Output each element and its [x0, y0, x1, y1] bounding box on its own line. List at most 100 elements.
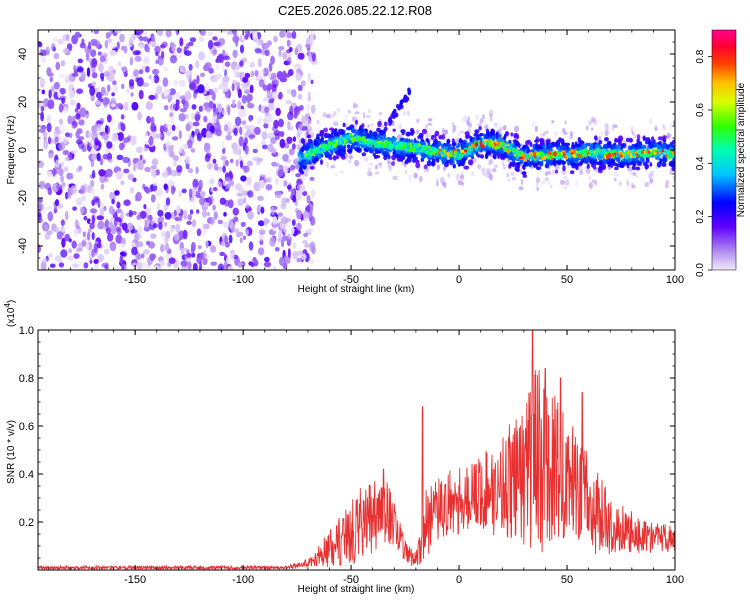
spectrogram-cell — [368, 162, 374, 167]
spectrogram-cell — [347, 144, 350, 149]
spectrogram-cell — [64, 74, 70, 84]
spectrogram-cell — [587, 163, 590, 169]
spectrogram-cell — [393, 108, 397, 114]
spectrogram-cell — [64, 233, 71, 242]
spectrogram-cell — [286, 236, 293, 243]
spectrogram-cell — [475, 136, 481, 141]
spectrogram-cell — [186, 220, 192, 225]
spectrogram-cell — [296, 222, 302, 231]
spectrogram-cell — [178, 80, 186, 87]
spectrogram-cell — [174, 233, 180, 241]
spectrogram-cell — [114, 211, 118, 217]
spectrogram-cell — [335, 151, 341, 156]
x-tick-label: 50 — [561, 574, 573, 586]
spectrogram-cell — [418, 132, 424, 138]
spectrogram-cell — [233, 228, 240, 234]
spectrogram-cell — [250, 70, 255, 78]
spectrogram-cell — [213, 87, 218, 93]
spectrogram-cell — [231, 251, 235, 258]
spectrogram-cell — [405, 169, 408, 175]
spectrogram-cell — [610, 162, 614, 168]
spectrogram-cell — [533, 154, 537, 159]
spectrogram-cell — [630, 150, 635, 154]
spectrogram-cell — [581, 158, 585, 163]
spectrogram-cell — [529, 141, 533, 148]
spectrogram-cell — [120, 210, 124, 220]
spectrogram-cell — [212, 36, 218, 41]
spectrogram-cell — [309, 143, 314, 147]
spectrogram-cell — [555, 142, 561, 147]
spectrogram-cell — [297, 183, 302, 191]
spectrogram-cell — [602, 149, 606, 154]
spectrogram-cell — [181, 188, 187, 194]
spectrogram-cell — [365, 115, 371, 119]
spectrogram-cell — [150, 116, 155, 126]
spectrogram-cell — [91, 169, 96, 179]
spectrogram-cell — [488, 160, 493, 166]
spectrogram-cell — [136, 77, 144, 87]
spectrogram-cell — [155, 133, 163, 139]
spectrogram-cell — [497, 133, 502, 139]
spectrogram-cell — [465, 133, 469, 140]
spectrogram-cell — [80, 71, 86, 80]
spectrogram-cell — [179, 37, 184, 47]
spectrogram-cell — [204, 154, 211, 162]
spectrogram-cell — [336, 107, 341, 113]
spectrogram-cell — [47, 170, 53, 178]
spectrogram-cell — [395, 103, 400, 109]
spectrogram-cell — [387, 163, 392, 169]
spectrogram-cell — [187, 230, 192, 235]
spectrogram-cell — [245, 229, 249, 236]
spectrogram-cell — [225, 134, 232, 141]
spectrogram-cell — [309, 241, 316, 251]
spectrogram-cell — [403, 111, 406, 116]
spectrogram-cell — [120, 251, 125, 256]
spectrogram-cell — [443, 142, 447, 147]
spectrogram-cell — [206, 162, 213, 170]
spectrogram-cell — [38, 214, 42, 221]
spectrogram-cell — [493, 164, 499, 168]
spectrogram-cell — [383, 154, 388, 161]
spectrogram-cell — [287, 248, 291, 258]
spectrogram-cell — [272, 265, 277, 270]
spectrogram-cell — [226, 92, 230, 99]
spectrogram-cell — [332, 139, 337, 144]
spectrogram-cell — [403, 96, 407, 101]
spectrogram-cell — [38, 182, 46, 190]
spectrogram-cell — [602, 159, 607, 165]
spectrogram-cell — [549, 148, 553, 152]
spectrogram-cell — [497, 146, 501, 150]
snr-x-ticks: -150 -100 -50 0 50 100 — [48, 330, 684, 586]
spectrogram-cell — [254, 70, 259, 77]
spectrogram-cell — [117, 61, 122, 67]
spectrogram-cell — [235, 159, 239, 167]
spectrogram-cell — [312, 147, 316, 153]
spectrogram-cell — [160, 44, 166, 49]
spectrogram-cell — [327, 145, 331, 149]
spectrogram-cell — [178, 113, 186, 122]
spectrogram-cell — [158, 221, 163, 230]
y-tick-label: 0.2 — [19, 517, 34, 529]
spectrogram-cell — [254, 126, 261, 135]
spectrogram-cell — [149, 184, 154, 193]
spectrogram-cell — [309, 34, 314, 44]
colorbar-label: Normalized spectral amplitude — [736, 82, 747, 217]
spectrogram-cell — [94, 87, 100, 93]
spectrogram-cell — [160, 244, 165, 253]
spectrogram-cell — [145, 101, 153, 111]
spectrogram-cell — [137, 261, 143, 270]
spectrogram-cell — [278, 49, 282, 58]
spectrogram-cell — [262, 67, 269, 77]
spectrogram-cell — [307, 154, 311, 160]
spectrogram-cell — [157, 55, 162, 60]
y-tick-label: 0.8 — [19, 373, 34, 385]
spectrogram-cell — [588, 176, 592, 181]
spectrogram-cell — [359, 137, 364, 141]
y-tick-label: 0 — [17, 147, 29, 153]
spectrogram-cell — [114, 216, 120, 222]
colorbar-tick-label: 0.8 — [695, 49, 706, 63]
spectrogram-x-label: Height of straight line (km) — [298, 284, 415, 295]
spectrogram-cell — [112, 80, 117, 86]
spectrogram-cell — [288, 69, 294, 76]
spectrogram-cell — [614, 139, 619, 143]
